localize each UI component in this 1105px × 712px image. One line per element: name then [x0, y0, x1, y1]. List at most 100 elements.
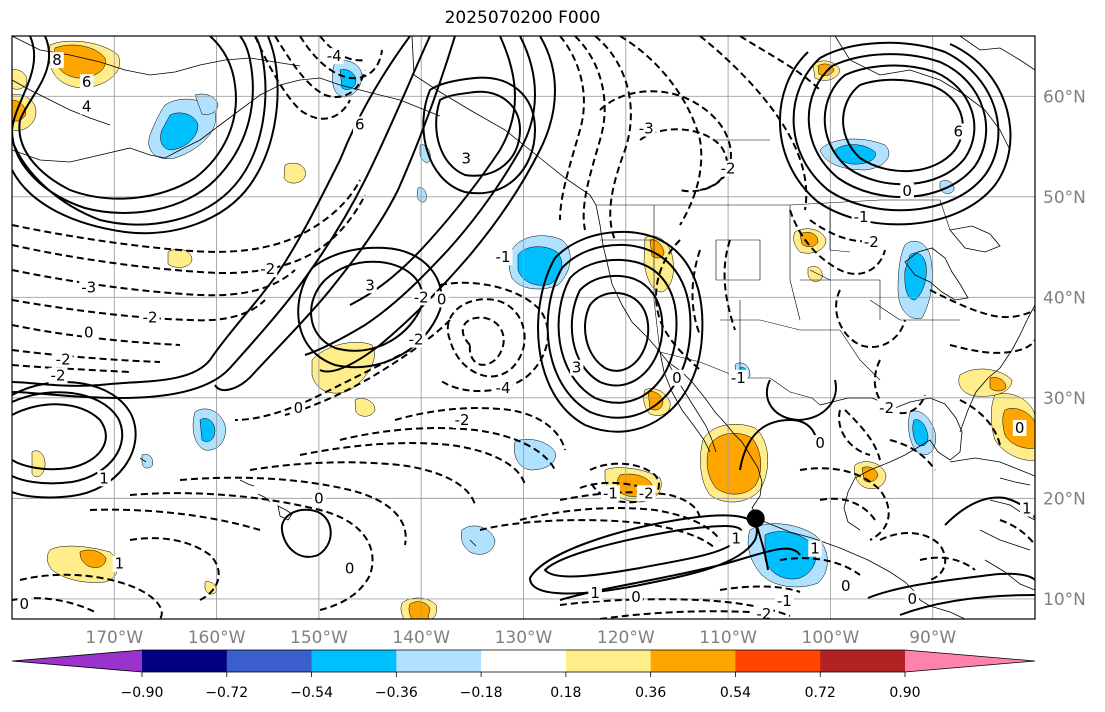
shaded-area-blue: [904, 252, 927, 301]
colorbar-label: −0.72: [205, 685, 248, 701]
contour-label: 3: [365, 276, 375, 294]
colorbar-segment: [565, 650, 652, 672]
positive-contours: [12, 36, 1035, 616]
shaded-area-yellow: [204, 581, 217, 595]
contour-label: 0: [672, 369, 682, 387]
shaded-area-yellow: [283, 162, 306, 184]
contour-label-bg: [353, 116, 367, 133]
latitude-label: 60°N: [1043, 87, 1086, 107]
contour-label-bg: [324, 48, 344, 65]
contour-label-bg: [81, 324, 96, 341]
contour-label: -2: [455, 411, 470, 429]
colorbar-segment: [311, 650, 397, 672]
contour-label-bg: [79, 279, 99, 296]
location-marker: [746, 509, 765, 528]
shaded-area-blue: [199, 418, 216, 442]
shaded-area-blue: [517, 246, 563, 286]
shaded-area-orange: [647, 391, 664, 411]
contour-label: 0: [345, 560, 355, 578]
contour-label: 0: [314, 489, 324, 507]
contour-label: -2: [721, 160, 736, 178]
shaded-area-blue: [912, 419, 929, 447]
contour-label-bg: [50, 52, 64, 69]
colorbar-segment: [396, 650, 482, 672]
contour-label: -4: [327, 47, 342, 65]
longitude-label: 150°W: [290, 628, 348, 648]
contour-label: -2: [260, 260, 275, 278]
negative-contours: [12, 36, 1035, 619]
shaded-area-orange: [54, 44, 106, 79]
contour-label: 6: [82, 73, 92, 91]
contour-label-bg: [754, 605, 774, 619]
contour-label: -4: [496, 379, 511, 397]
contour-label: -1: [854, 208, 869, 226]
longitude-label: 130°W: [495, 628, 553, 648]
contour-label-bg: [17, 595, 32, 612]
contour-label: -1: [496, 248, 511, 266]
contour-label-bg: [112, 555, 127, 572]
latitude-label: 10°N: [1043, 590, 1086, 610]
shaded-area-orange: [799, 232, 819, 247]
shaded-area-blue: [764, 531, 816, 580]
shaded-area-light-blue: [194, 93, 219, 115]
contour-label: 1: [590, 584, 600, 602]
colorbar-label: −0.18: [460, 685, 503, 701]
map-title: 2025070200 F000: [444, 8, 601, 28]
shaded-area-blue: [339, 69, 357, 90]
colorbar-label: 0.18: [550, 685, 581, 701]
contour-label: -2: [414, 288, 429, 306]
contour-labels: 864-463-3-260-1-2-2-3-23-2 0-10-2-2-2-4-2…: [17, 47, 1034, 623]
contour-label-bg: [670, 369, 684, 386]
shaded-area-orange: [408, 601, 431, 619]
contour-label-bg: [636, 120, 656, 137]
contour-label: 1: [732, 530, 742, 548]
shaded-area-light-blue: [514, 439, 556, 471]
contour-label: 0: [907, 590, 917, 608]
contour-label-bg: [452, 411, 472, 428]
contour-label-bg: [53, 351, 73, 368]
contour-label: 0: [1015, 419, 1025, 437]
contour-label-bg: [813, 435, 827, 452]
coastlines: [12, 36, 1035, 619]
contour-label: -2: [756, 605, 771, 623]
colorbar-label: −0.54: [290, 685, 333, 701]
contour-label-bg: [774, 592, 794, 609]
contour-label-bg: [79, 98, 94, 115]
contour-label-bg: [459, 150, 473, 167]
contour-label-bg: [291, 399, 306, 416]
latitude-labels: 10°N 20°N 30°N 40°N 50°N 60°N: [1043, 87, 1086, 610]
shaded-area-yellow: [807, 266, 823, 282]
shaded-area-blue: [160, 112, 199, 151]
contour-label-bg: [861, 234, 881, 251]
contour-label: 0: [20, 595, 30, 613]
contour-label: 0: [84, 324, 94, 342]
latitude-label: 50°N: [1043, 188, 1086, 208]
contour-label: 1: [115, 555, 125, 573]
shaded-area-light-blue: [141, 454, 153, 469]
contour-label: 0: [841, 577, 851, 595]
contour-label: 3: [572, 359, 582, 377]
colorbar-segment: [142, 650, 228, 672]
contour-label: 6: [954, 122, 964, 140]
colorbar-label: −0.90: [121, 685, 164, 701]
contour-label-bg: [406, 331, 426, 348]
colorbar-label: −0.36: [375, 685, 418, 701]
contour-label-bg: [718, 160, 738, 177]
contour-label-bg: [493, 379, 513, 396]
shaded-area-orange: [79, 549, 107, 568]
contour-label-bg: [600, 485, 620, 502]
contour-label-bg: [808, 540, 822, 557]
shaded-area-orange: [989, 377, 1007, 392]
contour-label: -2: [56, 351, 71, 369]
contour-label: -2: [143, 308, 158, 326]
colorbar: −0.90 −0.72 −0.54 −0.36 −0.18 0.18 0.36 0.54 0.7…: [11, 649, 1036, 701]
colorbar-label: 0.54: [720, 685, 751, 701]
longitude-label: 110°W: [699, 628, 757, 648]
longitude-label: 170°W: [85, 628, 143, 648]
contour-label: 6: [355, 115, 365, 133]
contour-label: -2: [409, 331, 424, 349]
contour-label-bg: [728, 369, 748, 386]
shaded-area-yellow: [354, 398, 376, 417]
contour-label-bg: [1012, 420, 1027, 437]
longitude-label: 100°W: [802, 628, 860, 648]
